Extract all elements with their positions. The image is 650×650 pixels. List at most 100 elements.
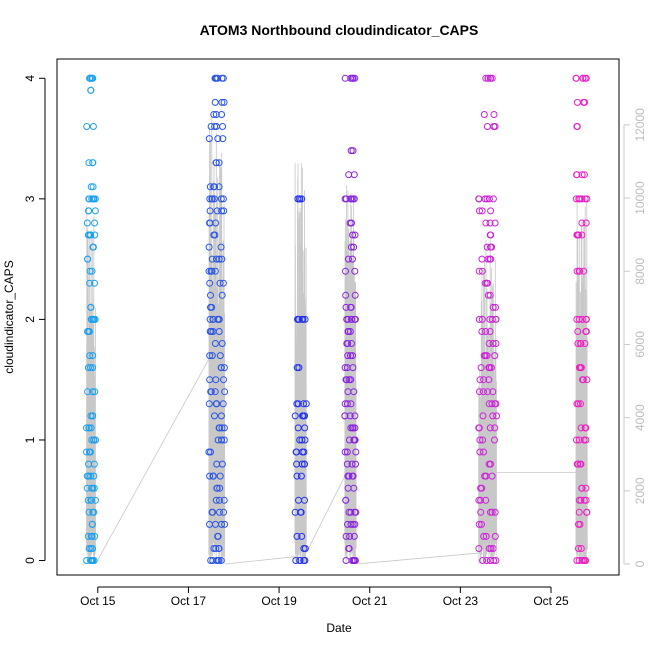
data-point-s1-v33-1 <box>214 135 222 143</box>
data-point-s1-v17-1 <box>216 352 224 360</box>
data-point-s1-v7-0 <box>216 472 224 480</box>
y-tick-label-3: 3 <box>23 195 37 202</box>
data-point-s0-v25-2 <box>85 207 93 215</box>
data-point-s1-v14-3 <box>211 388 219 396</box>
data-point-s1-v26-0 <box>217 243 225 251</box>
data-point-s0-v13-2 <box>84 388 92 396</box>
data-point-s4-v19-2 <box>486 328 494 335</box>
y-axis-label: cloudindicator_CAPS <box>2 260 16 373</box>
data-point-s3-v6-1 <box>344 484 352 492</box>
right-tick-label-6: 12000 <box>633 108 647 142</box>
data-point-s3-v12-0 <box>351 412 359 420</box>
data-point-s5-v10-1 <box>583 376 591 384</box>
altitude-trace-flight-5 <box>575 198 588 565</box>
data-point-s1-v6-0 <box>216 484 224 492</box>
altitude-connector-1 <box>224 556 295 565</box>
data-point-s3-v28-4 <box>349 195 357 203</box>
data-point-s4-v26-0 <box>483 243 491 251</box>
data-point-s0-v10-3 <box>88 436 96 444</box>
data-point-s1-v26-1 <box>205 243 213 251</box>
altitude-trace-flight-3 <box>344 185 357 564</box>
data-point-s0-v0-3 <box>83 557 91 564</box>
data-point-s1-v33-0 <box>205 135 213 143</box>
data-point-s1-v21-1 <box>207 303 214 311</box>
data-point-s2-v14-5 <box>294 195 302 203</box>
data-point-s1-v6-2 <box>213 484 221 492</box>
data-point-s1-v35-0 <box>210 111 218 118</box>
data-point-s0-v20-1 <box>86 267 94 275</box>
data-point-s0-v29-1 <box>83 123 91 130</box>
data-point-s1-v36-0 <box>211 98 219 106</box>
data-point-s2-v5-0 <box>293 472 301 480</box>
data-point-s4-v19-1 <box>482 328 490 335</box>
data-point-s0-v22-1 <box>89 243 97 251</box>
data-point-s3-v15-3 <box>343 376 351 384</box>
data-point-s4-v30-4 <box>485 195 493 203</box>
data-point-s3-v3-2 <box>349 520 357 528</box>
data-point-s0-v21-1 <box>84 255 92 263</box>
data-point-s1-v13-3 <box>205 400 213 408</box>
data-point-s0-v23-3 <box>91 231 99 239</box>
y-tick-label-4: 4 <box>23 75 37 82</box>
data-point-s5-v9-2 <box>574 400 582 408</box>
data-point-s2-v0-5 <box>296 557 304 564</box>
data-point-s5-v12-0 <box>581 340 589 347</box>
data-point-s4-v6-1 <box>477 484 485 492</box>
data-point-s1-v12-1 <box>211 412 218 420</box>
data-point-s3-v26-0 <box>349 231 357 239</box>
data-point-s3-v0-5 <box>350 557 358 564</box>
data-point-s1-v30-3 <box>219 195 227 203</box>
data-point-s0-v14-2 <box>87 364 94 372</box>
data-point-s4-v15-1 <box>485 376 493 384</box>
data-point-s5-v21-2 <box>580 98 588 106</box>
data-point-s2-v0-2 <box>292 557 300 564</box>
data-point-s5-v14-1 <box>578 315 586 323</box>
data-point-s3-v20-5 <box>351 315 359 323</box>
data-point-s1-v5-0 <box>212 496 220 504</box>
data-point-s3-v12-3 <box>346 412 354 420</box>
y-tick-label-2: 2 <box>23 316 37 323</box>
data-point-s4-v32-1 <box>490 111 498 118</box>
data-point-s5-v16-2 <box>578 231 586 239</box>
data-point-s0-v11-2 <box>85 424 93 432</box>
data-point-s0-v14-0 <box>84 364 92 372</box>
data-point-s0-v2-2 <box>91 532 99 540</box>
data-point-s0-v30-1 <box>87 86 95 94</box>
series-2 <box>291 195 310 564</box>
data-point-s5-v4-2 <box>575 496 583 504</box>
right-tick-label-0: 0 <box>633 560 647 567</box>
data-point-s3-v18-2 <box>348 340 355 347</box>
data-point-s0-v31-5 <box>86 74 94 82</box>
data-point-s4-v4-2 <box>487 508 494 516</box>
data-point-s1-v23-0 <box>219 279 227 287</box>
data-point-s1-v12-0 <box>217 412 225 420</box>
data-point-s5-v12-2 <box>577 340 585 347</box>
data-point-s0-v2-3 <box>88 532 96 540</box>
data-point-s4-v12-2 <box>489 412 497 420</box>
data-point-s0-v29-0 <box>89 123 97 130</box>
data-point-s3-v22-0 <box>351 291 359 299</box>
data-point-s1-v4-3 <box>220 508 228 516</box>
data-point-s2-v13-5 <box>298 315 306 323</box>
data-point-s1-v5-2 <box>216 496 223 504</box>
data-point-s5-v13-0 <box>574 328 582 335</box>
data-point-s3-v5-1 <box>342 496 350 504</box>
data-point-s0-v19-1 <box>86 279 94 287</box>
data-point-s3-v8-1 <box>343 460 351 468</box>
data-point-s5-v22-3 <box>581 74 589 82</box>
data-point-s5-v14-4 <box>575 315 583 323</box>
data-point-s1-v22-1 <box>207 291 214 299</box>
data-point-s3-v19-0 <box>346 328 354 335</box>
data-point-s4-v22-0 <box>484 291 492 299</box>
data-point-s4-v18-0 <box>485 340 493 347</box>
data-point-s3-v17-0 <box>344 352 352 360</box>
data-point-s1-v13-1 <box>219 400 227 408</box>
data-point-s5-v6-3 <box>577 460 585 468</box>
data-point-s3-v28-2 <box>347 195 355 203</box>
data-point-s5-v18-3 <box>578 195 586 203</box>
data-point-s4-v13-3 <box>488 400 496 408</box>
data-point-s4-v11-3 <box>486 424 494 432</box>
data-point-s5-v8-2 <box>582 424 590 432</box>
data-point-s2-v10-3 <box>291 412 299 420</box>
